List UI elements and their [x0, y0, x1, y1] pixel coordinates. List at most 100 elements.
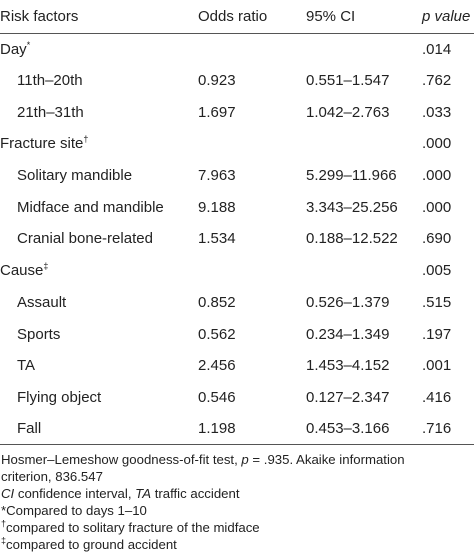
p-value-cell: .690 [422, 230, 452, 248]
odds-ratio-cell: 0.562 [198, 325, 236, 343]
odds-ratio-cell: 0.546 [198, 388, 236, 406]
header-risk-factors: Risk factors [0, 0, 198, 34]
table-row: Assault 0.852 0.526–1.379 .515 [0, 287, 474, 319]
odds-ratio-cell: 1.697 [198, 103, 236, 121]
fit-note-p: p [241, 452, 249, 468]
risk-factor-label: Sports [17, 325, 61, 343]
risk-factor-label: Midface and mandible [17, 198, 164, 216]
dagger-note: †compared to solitary fracture of the mi… [1, 519, 474, 536]
odds-ratio-cell: 0.852 [198, 293, 236, 311]
risk-factor-cell: Cranial bone-related [0, 223, 198, 255]
table-row: Day* .014 [0, 33, 474, 65]
table-row: Cause‡ .005 [0, 255, 474, 287]
p-value-cell: .033 [422, 103, 452, 121]
table-row: Flying object 0.546 0.127–2.347 .416 [0, 382, 474, 414]
ci-cell: 1.453–4.152 [306, 357, 390, 375]
risk-factor-label: 11th–20th [17, 72, 83, 90]
ci-cell: 0.453–3.166 [306, 413, 422, 446]
table-row: Sports 0.562 0.234–1.349 .197 [0, 318, 474, 350]
risk-factor-label: Fall [17, 420, 42, 438]
risk-factor-cell: Flying object [0, 382, 198, 414]
ci-cell [306, 33, 422, 65]
p-value-cell: .001 [422, 357, 452, 375]
table-row: 21th–31th 1.697 1.042–2.763 .033 [0, 96, 474, 128]
risk-factor-cell: Midface and mandible [0, 191, 198, 223]
ci-cell: 5.299–11.966 [306, 167, 397, 185]
ci-cell [306, 128, 422, 160]
odds-ratio-cell: 7.963 [198, 167, 236, 185]
ci-cell: 0.127–2.347 [306, 388, 390, 406]
odds-ratio-cell [198, 128, 306, 160]
fit-note: Hosmer–Lemeshow goodness-of-fit test, p … [1, 451, 474, 468]
p-value-cell: .000 [422, 167, 452, 185]
risk-factor-label: Cranial bone-related [17, 230, 153, 248]
fit-note-rest: = .935. Akaike information [248, 452, 405, 468]
odds-ratio-table: Risk factors Odds ratio 95% CI p value D… [0, 0, 474, 446]
double-dagger-text: compared to ground accident [6, 537, 177, 553]
header-p-value: p value [422, 0, 474, 34]
table-row: Fall 1.198 0.453–3.166.716 [0, 413, 474, 446]
p-value-cell: .197 [422, 325, 452, 343]
odds-ratio-cell [198, 255, 306, 287]
p-value-cell: .716 [422, 413, 474, 446]
footnote-mark: † [83, 134, 89, 145]
risk-factor-cell: 11th–20th [0, 65, 198, 97]
fit-note-line2: criterion, 836.547 [1, 469, 103, 485]
abbr-ta-text: traffic accident [151, 486, 240, 502]
table-row: TA 2.456 1.453–4.152 .001 [0, 350, 474, 382]
ci-cell: 0.526–1.379 [306, 293, 390, 311]
risk-factor-cell: 21th–31th [0, 96, 198, 128]
table-row: Fracture site† .000 [0, 128, 474, 160]
risk-factor-label: Flying object [17, 388, 102, 406]
p-value-cell: .416 [422, 388, 452, 406]
table-row: Cranial bone-related 1.534 0.188–12.522 .69… [0, 223, 474, 255]
abbr-ta: TA [135, 486, 152, 502]
ci-cell: 1.042–2.763 [306, 103, 390, 121]
risk-factor-label: Solitary mandible [17, 167, 133, 185]
risk-factor-label: Assault [17, 293, 67, 311]
abbr-ci-text: confidence interval, [14, 486, 136, 502]
ci-cell: 0.551–1.547 [306, 72, 390, 90]
risk-factor-label: Fracture site [0, 135, 84, 153]
p-value-cell: .515 [422, 293, 452, 311]
risk-factor-cell: TA [0, 350, 198, 382]
odds-ratio-cell: 1.198 [198, 413, 306, 446]
table-row: 11th–20th 0.923 0.551–1.547 .762 [0, 65, 474, 97]
p-value-cell: .014 [422, 40, 452, 58]
p-value-cell: .762 [422, 72, 452, 90]
ci-cell [306, 255, 422, 287]
table-body: Day* .014 11th–20th 0.923 0.551–1.547 .762 21t… [0, 33, 474, 446]
ci-cell: 3.343–25.256 [306, 198, 398, 216]
risk-factor-label: Day [0, 40, 27, 58]
risk-factor-label: TA [17, 357, 36, 375]
p-value-cell: .000 [422, 198, 452, 216]
odds-ratio-cell: 9.188 [198, 198, 236, 216]
risk-factor-label: 21th–31th [17, 103, 84, 121]
risk-factor-cell: Fracture site† [0, 128, 198, 160]
risk-factor-cell: Solitary mandible [0, 160, 198, 192]
risk-factor-cell: Assault [0, 287, 198, 319]
risk-factor-label: Cause [0, 262, 44, 280]
header-odds-ratio: Odds ratio [198, 0, 306, 34]
star-note: *Compared to days 1–10 [1, 503, 147, 519]
odds-ratio-cell: 0.923 [198, 72, 236, 90]
footnote-mark: ‡ [43, 261, 49, 272]
table-notes: Hosmer–Lemeshow goodness-of-fit test, p … [0, 451, 474, 553]
table-row: Midface and mandible 9.188 3.343–25.256 .00… [0, 191, 474, 223]
table-row: Solitary mandible 7.963 5.299–11.966 .000 [0, 160, 474, 192]
risk-factor-cell: Cause‡ [0, 255, 198, 287]
p-value-cell: .005 [422, 262, 452, 280]
dagger-text: compared to solitary fracture of the mid… [6, 520, 260, 536]
double-dagger-note: ‡compared to ground accident [1, 536, 474, 553]
ci-cell: 0.188–12.522 [306, 230, 398, 248]
risk-factor-cell: Day* [0, 33, 198, 65]
abbreviation-note: CI confidence interval, TA traffic accid… [1, 485, 474, 502]
odds-ratio-cell [198, 33, 306, 65]
risk-factor-cell: Fall [0, 413, 198, 446]
fit-note-prefix: Hosmer–Lemeshow goodness-of-fit test, [1, 452, 242, 468]
odds-ratio-cell: 1.534 [198, 230, 236, 248]
header-95-ci: 95% CI [306, 0, 422, 34]
p-value-cell: .000 [422, 135, 452, 153]
risk-factor-cell: Sports [0, 318, 198, 350]
